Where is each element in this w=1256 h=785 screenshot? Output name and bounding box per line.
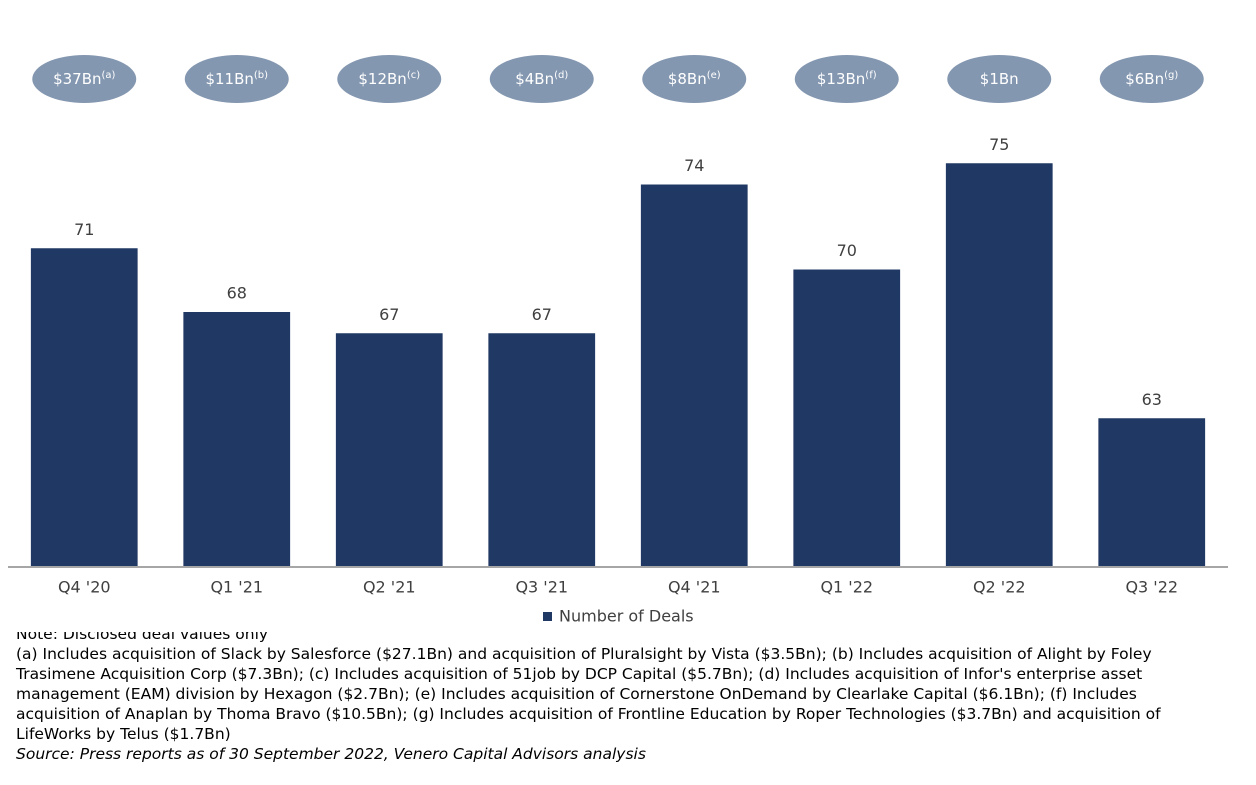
x-tick-label: Q2 '21 [363, 578, 416, 597]
bar [488, 333, 596, 567]
bar [30, 248, 138, 567]
source: Source: Press reports as of 30 September… [16, 745, 646, 763]
value-label: 68 [227, 284, 247, 303]
bar [335, 333, 443, 567]
deal-value-text: $37Bn [53, 70, 101, 88]
x-tick-label: Q3 '22 [1125, 578, 1178, 597]
value-label: 71 [74, 220, 94, 239]
bar [1098, 418, 1206, 567]
deal-value-note: (a) [102, 70, 116, 81]
deal-value: $12Bn(c) [358, 70, 420, 88]
deal-value-bubble [337, 55, 442, 103]
note-text: Note: Disclosed deal values only [16, 632, 269, 643]
x-tick-label: Q1 '21 [210, 578, 263, 597]
deal-value-note: (e) [707, 70, 721, 81]
deal-value: $37Bn(a) [53, 70, 115, 88]
deal-value-note: (c) [407, 70, 420, 81]
x-tick-label: Q4 '21 [668, 578, 721, 597]
footnote-line: management (EAM) division by Hexagon ($2… [16, 685, 1137, 703]
deal-value-text: $12Bn [358, 70, 406, 88]
deal-value: $8Bn(e) [668, 70, 721, 88]
deal-value: $11Bn(b) [205, 70, 268, 88]
deal-value-note: (g) [1164, 70, 1178, 81]
deal-value-text: $6Bn [1125, 70, 1164, 88]
value-label: 74 [684, 156, 704, 175]
deal-value-bubble [184, 55, 289, 103]
footnote-line: (a) Includes acquisition of Slack by Sal… [16, 645, 1152, 663]
x-tick-label: Q1 '22 [820, 578, 873, 597]
deal-value-text: $1Bn [980, 70, 1019, 88]
x-tick-label: Q2 '22 [973, 578, 1026, 597]
deal-value-text: $11Bn [205, 70, 253, 88]
x-tick-label: Q4 '20 [58, 578, 111, 597]
footnote-lines: (a) Includes acquisition of Slack by Sal… [16, 644, 1251, 744]
footnote-line: Trasimene Acquisition Corp ($7.3Bn); (c)… [16, 665, 1143, 683]
deal-value-bubble [32, 55, 137, 103]
value-label: 70 [837, 241, 857, 260]
deal-value-note: (b) [254, 70, 268, 81]
deal-value: $1Bn [980, 70, 1019, 88]
deal-value: $6Bn(g) [1125, 70, 1178, 88]
bar [640, 184, 748, 567]
deal-value-text: $8Bn [668, 70, 707, 88]
deal-value: $13Bn(f) [817, 70, 877, 88]
value-label: 67 [379, 305, 399, 324]
footnotes: Note: Disclosed deal values only (a) Inc… [16, 632, 1251, 764]
chart: 71 68 67 67 74 70 75 63 Q4 '20 Q1 '21 Q2 '21 Q3 '21… [8, 55, 1228, 626]
deal-value-text: $4Bn [515, 70, 554, 88]
value-label: 63 [1142, 390, 1162, 409]
deal-value-bubble [794, 55, 899, 103]
value-label: 67 [532, 305, 552, 324]
deal-value-note: (d) [554, 70, 568, 81]
bar [945, 163, 1053, 567]
deal-value-bubble [489, 55, 594, 103]
deal-value-text: $13Bn [817, 70, 865, 88]
deal-value-bubble [642, 55, 747, 103]
bar [183, 312, 291, 567]
x-tick-label: Q3 '21 [515, 578, 568, 597]
footnote-line: LifeWorks by Telus ($1.7Bn) [16, 725, 231, 743]
deal-value-bubble [947, 55, 1052, 103]
bar [793, 269, 901, 567]
deal-value-note: (f) [865, 70, 876, 81]
note: Note: Disclosed deal values only [16, 632, 1251, 644]
footnote-line: acquisition of Anaplan by Thoma Bravo ($… [16, 705, 1161, 723]
deal-value-bubble [1099, 55, 1204, 103]
value-label: 75 [989, 135, 1009, 154]
legend-swatch [543, 612, 552, 621]
deal-value: $4Bn(d) [515, 70, 568, 88]
legend-label: Number of Deals [559, 607, 694, 626]
